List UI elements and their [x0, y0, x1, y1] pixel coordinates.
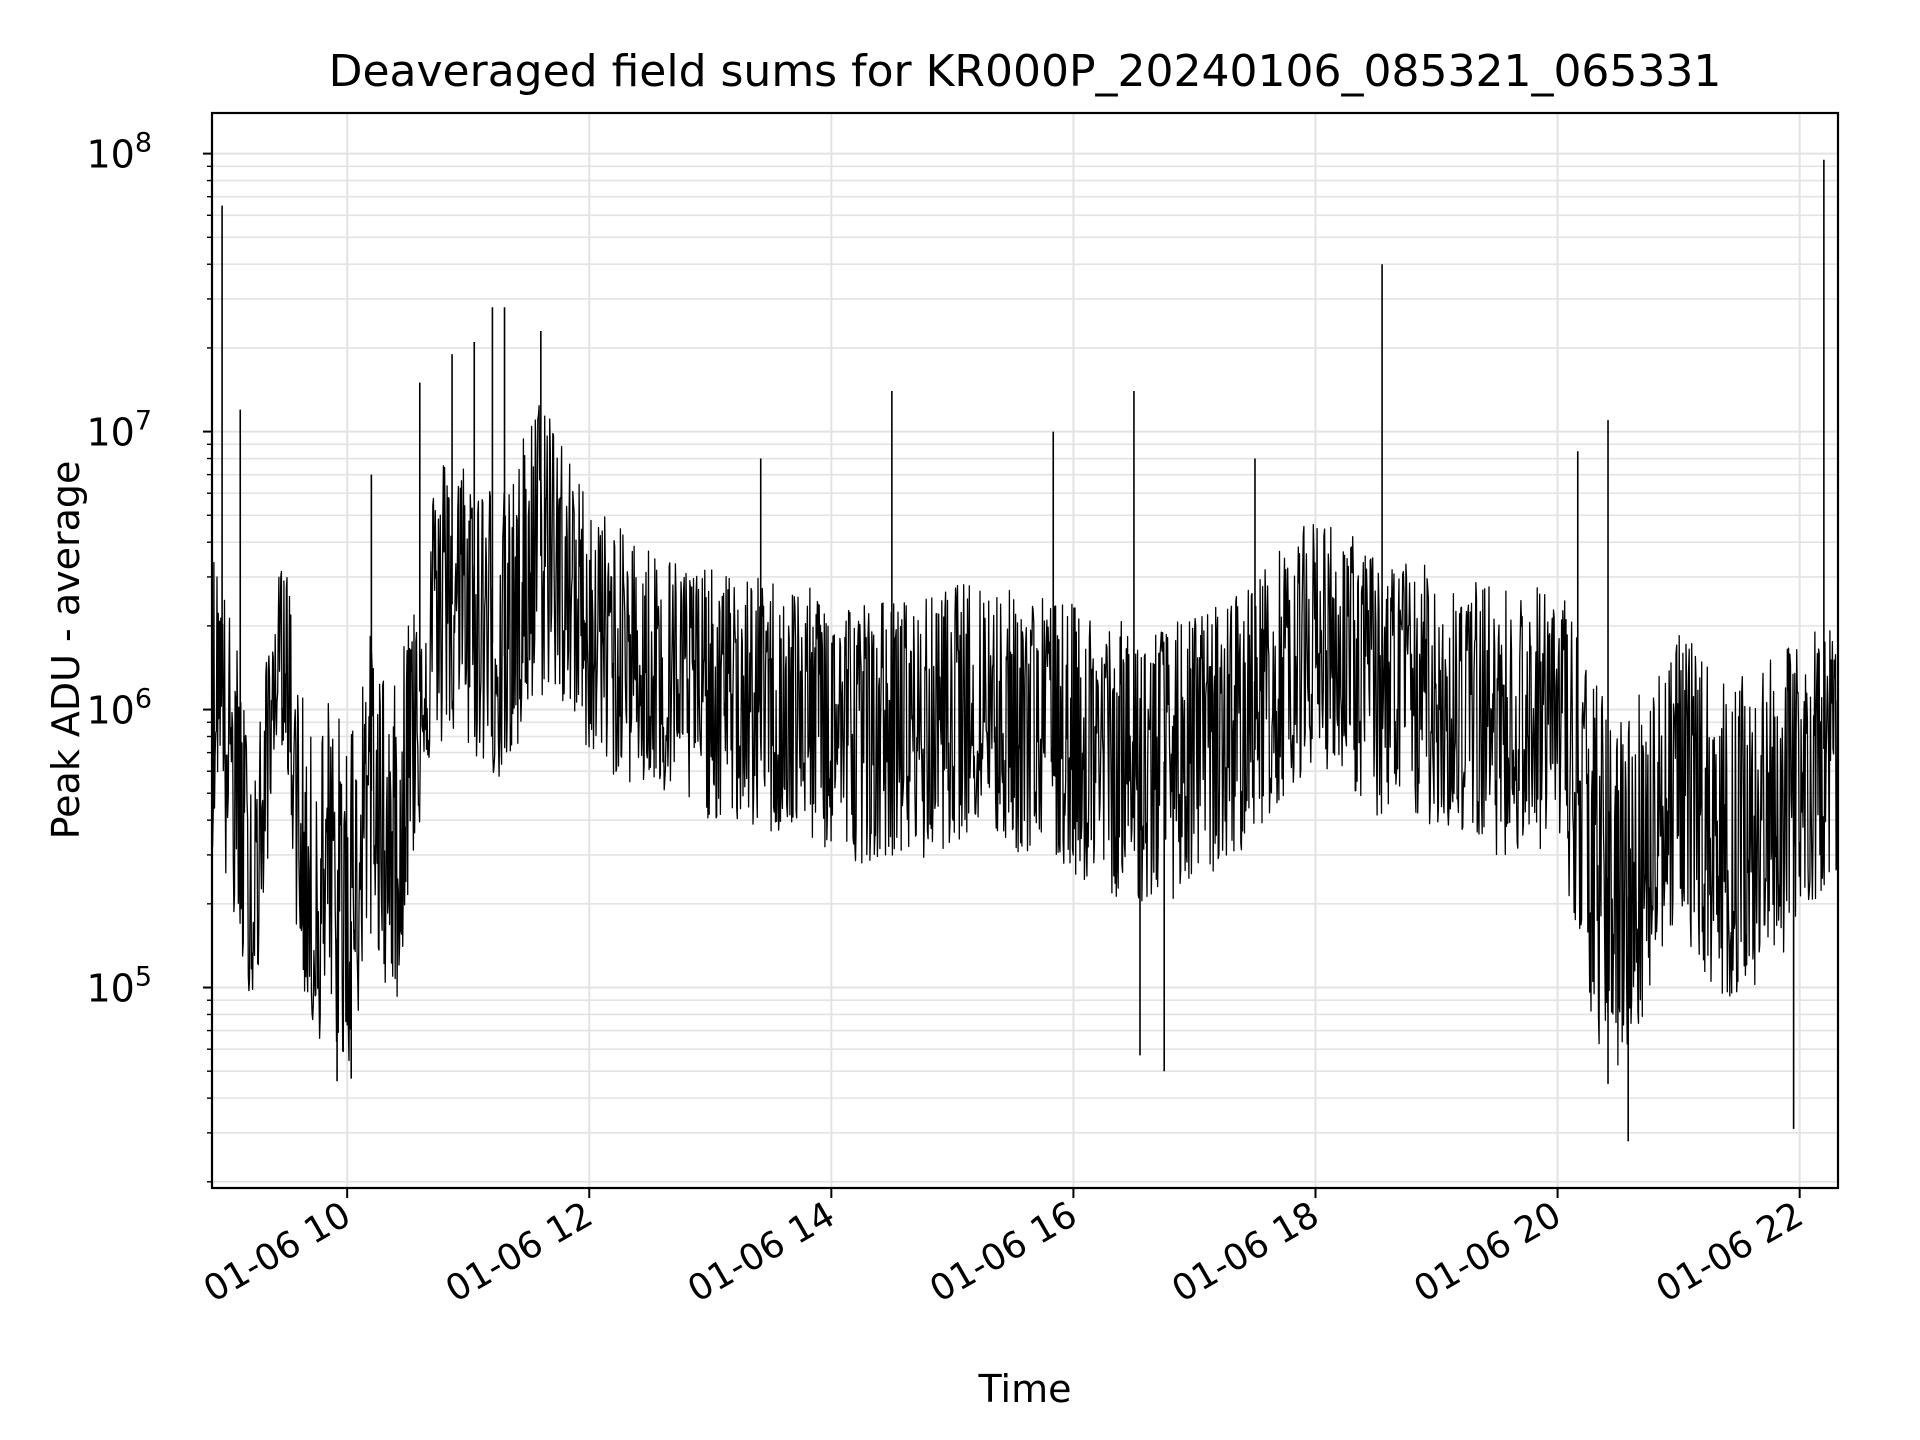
grid-lines — [212, 113, 1838, 1188]
x-axis-label: Time — [978, 1367, 1072, 1411]
series-line — [212, 404, 1838, 1066]
y-tick-label: 105 — [86, 962, 152, 1011]
y-axis: 105 106 107 108 — [86, 128, 212, 1183]
y-tick-label: 107 — [86, 406, 152, 455]
series-line-group — [212, 159, 1838, 1142]
y-tick-label: 106 — [86, 684, 152, 733]
plot-frame — [210, 111, 1840, 1190]
y-axis-label: Peak ADU - average — [44, 461, 88, 840]
chart-title: Deaveraged field sums for KR000P_2024010… — [329, 46, 1722, 97]
y-tick-label: 108 — [86, 128, 152, 177]
